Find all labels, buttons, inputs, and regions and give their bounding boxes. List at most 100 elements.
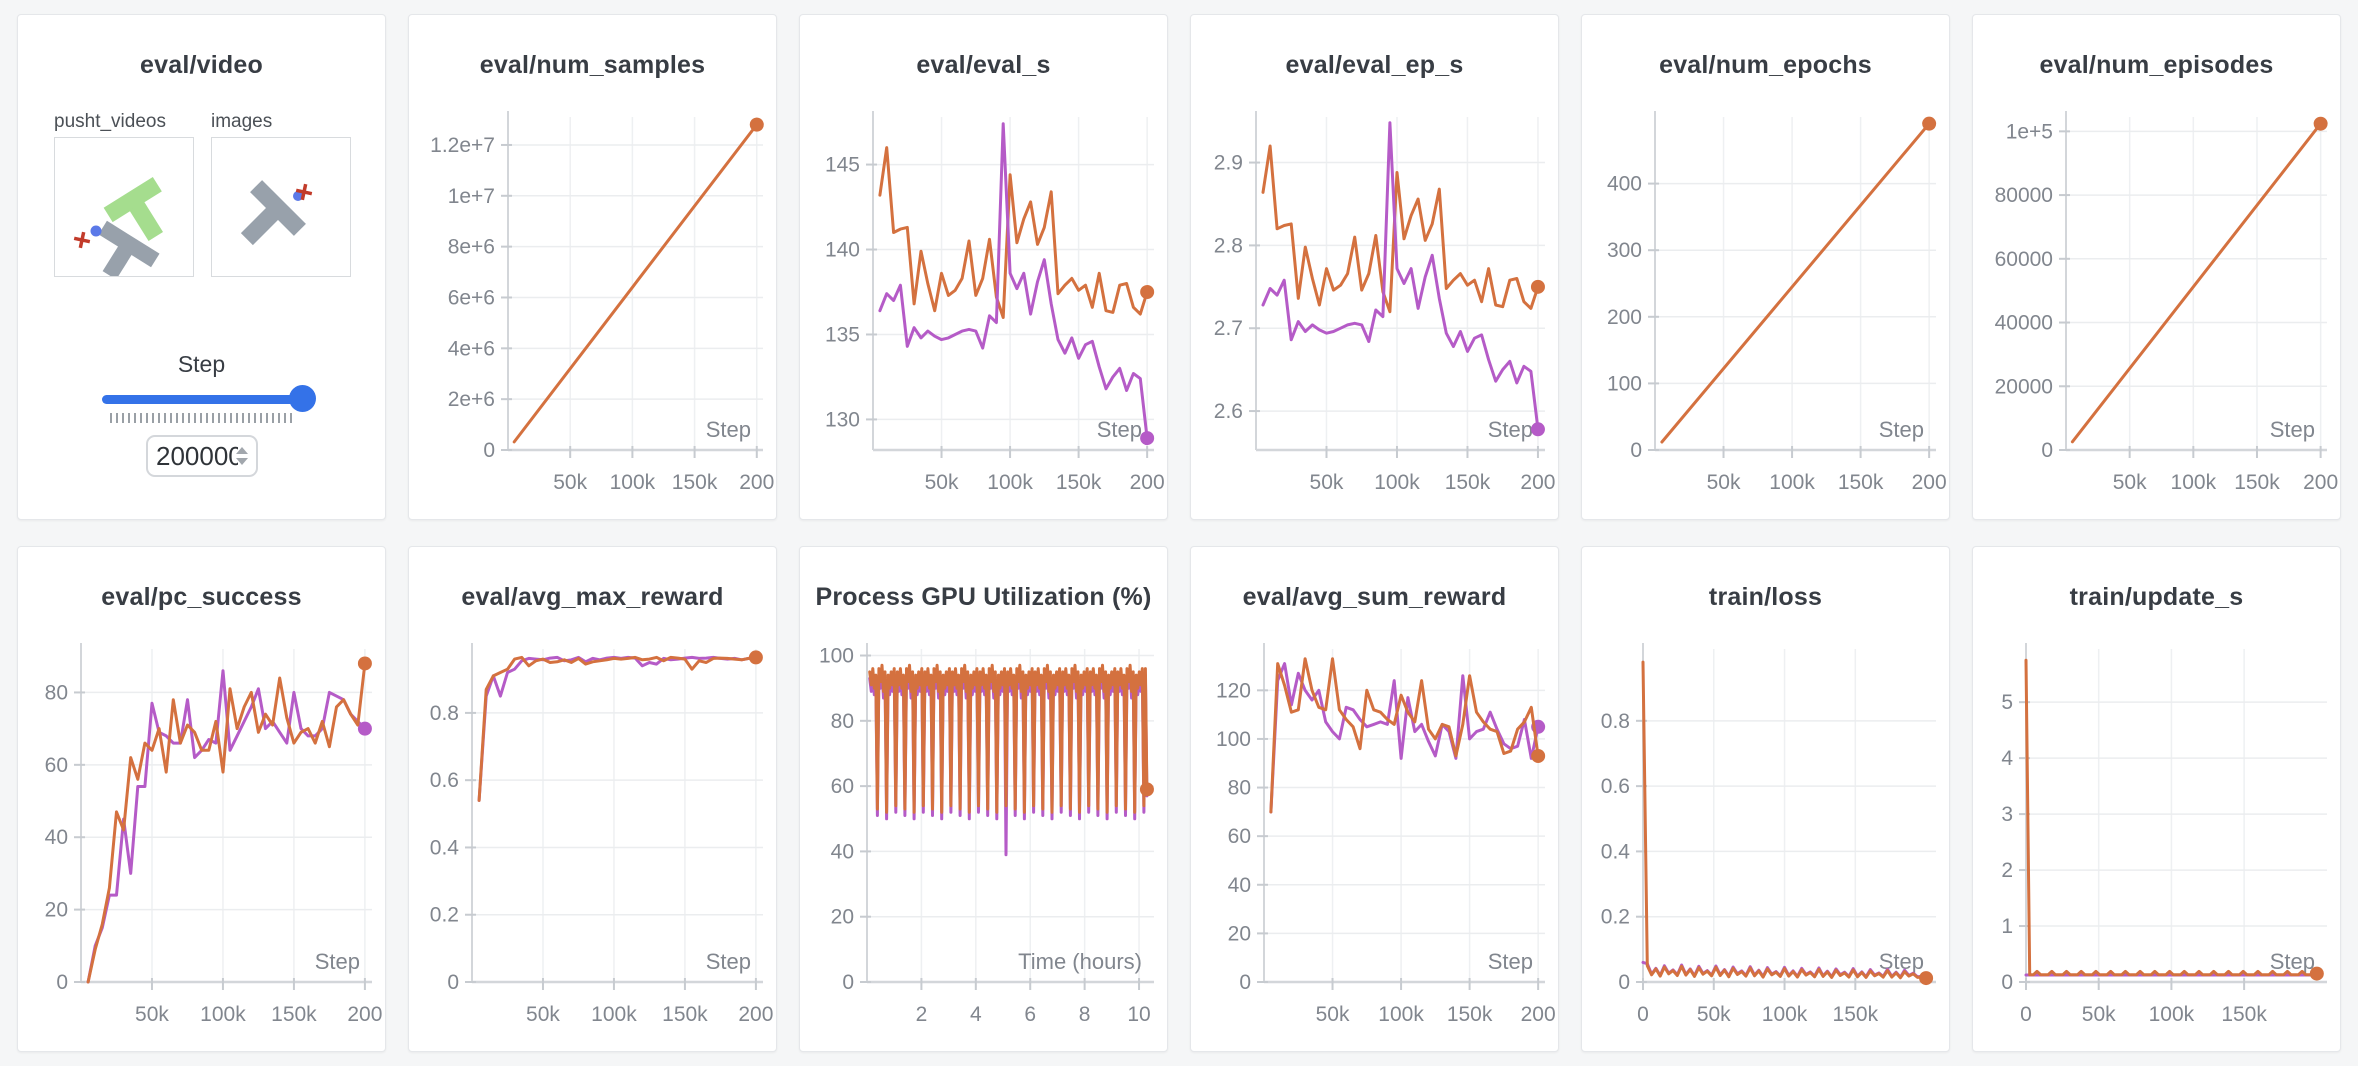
chart-title: eval/eval_ep_s <box>1285 51 1464 79</box>
panel-train-loss: train/loss 0 50k 100k 150k 0 0.2 0.4 0.6 0.8 Step <box>1581 546 1950 1052</box>
y-tick-label: 145 <box>825 154 860 177</box>
step-stepper[interactable] <box>236 447 248 465</box>
y-tick-label: 20 <box>1228 922 1251 945</box>
x-tick-label: 200 <box>1130 471 1165 494</box>
series-end-dot-run-orange <box>748 650 763 665</box>
x-axis-title: Step <box>2270 949 2315 974</box>
pusht-video-frame <box>73 176 163 280</box>
chart-svg[interactable]: 50k 100k 150k 200 0 2e+6 4e+6 6e+6 8e+6 1e+7 1.2e+… <box>410 101 777 516</box>
x-tick-label: 2 <box>916 1003 928 1026</box>
series-line-run-orange <box>512 123 759 444</box>
chart-svg[interactable]: 50k 100k 150k 200 130 135 140 145 Step <box>801 101 1168 516</box>
x-tick-label: 50k <box>1697 1003 1731 1026</box>
x-axis-title: Step <box>706 949 751 974</box>
pusht-target-cross <box>295 183 313 201</box>
panel-eval-avg-sum-reward: eval/avg_sum_reward 50k 100k 150k 200 0 20 40 6… <box>1190 546 1559 1052</box>
y-tick-label: 20000 <box>1995 375 2053 398</box>
y-tick-label: 0 <box>56 971 68 994</box>
step-slider-label: Step <box>177 351 226 377</box>
x-tick-label: 200 <box>1912 471 1947 494</box>
x-tick-label: 200 <box>347 1003 382 1026</box>
chart-area-process-gpu-utilization[interactable]: 2 4 6 8 10 0 20 40 60 80 100 Time (hours) <box>801 633 1168 1048</box>
step-slider-thumb[interactable] <box>289 385 316 412</box>
y-tick-label: 2.8 <box>1214 234 1243 257</box>
chart-title: eval/num_samples <box>479 51 706 79</box>
panel-eval-pc-success: eval/pc_success 50k 100k 150k 200 0 20 40 60 80 S… <box>17 546 386 1052</box>
chart-svg[interactable]: 50k 100k 150k 200 0 20 40 60 80 Step <box>19 633 386 1048</box>
chart-area-eval-pc-success[interactable]: 50k 100k 150k 200 0 20 40 60 80 Step <box>19 633 386 1048</box>
y-tick-label: 0 <box>842 971 854 994</box>
chart-svg[interactable]: 50k 100k 150k 200 2.6 2.7 2.8 2.9 Step <box>1192 101 1559 516</box>
series-end-dot-run-orange <box>1139 782 1154 797</box>
x-tick-label: 100k <box>591 1003 637 1026</box>
x-tick-label: 100k <box>1378 1003 1424 1026</box>
y-tick-label: 0.4 <box>1601 840 1631 863</box>
series-line-run-orange <box>1269 657 1540 814</box>
series-line-run-orange <box>1261 144 1540 314</box>
y-tick-label: 40 <box>45 826 68 849</box>
y-tick-label: 40000 <box>1995 312 2053 335</box>
y-tick-label: 0 <box>2001 971 2013 994</box>
chart-area-eval-num-epochs[interactable]: 50k 100k 150k 200 0 100 200 300 400 Step <box>1583 101 1950 516</box>
series-end-dot-run-orange <box>749 117 764 132</box>
chart-svg[interactable]: 50k 100k 150k 200 0 20 40 60 80 100 120 Step <box>1192 633 1559 1048</box>
chart-area-train-update-s[interactable]: 0 50k 100k 150k 0 1 2 3 4 5 Step <box>1974 633 2341 1048</box>
y-tick-label: 130 <box>825 408 860 431</box>
chart-area-eval-avg-max-reward[interactable]: 50k 100k 150k 200 0 0.2 0.4 0.6 0.8 Step <box>410 633 777 1048</box>
series-end-dot-run-orange <box>1919 971 1934 986</box>
series-line-run-orange <box>878 146 1149 319</box>
stepper-down-icon[interactable] <box>236 458 248 465</box>
chart-area-eval-num-samples[interactable]: 50k 100k 150k 200 0 2e+6 4e+6 6e+6 8e+6 1e+7 1.2e+… <box>410 101 777 516</box>
chart-area-eval-eval-ep-s[interactable]: 50k 100k 150k 200 2.6 2.7 2.8 2.9 Step <box>1192 101 1559 516</box>
x-tick-label: 100k <box>2171 471 2217 494</box>
series-line-run-orange <box>1660 122 1931 444</box>
pusht-target-cross <box>73 231 91 249</box>
x-tick-label: 150k <box>1838 471 1884 494</box>
x-tick-label: 100k <box>610 471 656 494</box>
chart-svg[interactable]: 50k 100k 150k 200 0 20000 40000 60000 80000 1e+5 S… <box>1974 101 2341 516</box>
y-tick-label: 20 <box>831 906 854 929</box>
y-tick-label: 135 <box>825 323 860 346</box>
chart-area-train-loss[interactable]: 0 50k 100k 150k 0 0.2 0.4 0.6 0.8 Step <box>1583 633 1950 1048</box>
y-tick-label: 0 <box>1630 439 1642 462</box>
x-axis-title: Step <box>1488 949 1533 974</box>
chart-area-eval-num-episodes[interactable]: 50k 100k 150k 200 0 20000 40000 60000 80000 1e+5 S… <box>1974 101 2341 516</box>
x-tick-label: 150k <box>1833 1003 1879 1026</box>
y-tick-label: 6e+6 <box>448 286 495 309</box>
step-slider-track[interactable] <box>102 395 302 404</box>
x-tick-label: 100k <box>1374 471 1420 494</box>
media-thumbnail-pusht-videos[interactable] <box>54 137 194 280</box>
step-number-input[interactable] <box>156 440 238 472</box>
y-tick-label: 0.8 <box>1601 710 1630 733</box>
chart-title: train/update_s <box>2069 583 2244 611</box>
y-tick-label: 80 <box>1228 777 1251 800</box>
y-tick-label: 5 <box>2001 691 2013 714</box>
y-tick-label: 120 <box>1216 679 1251 702</box>
series-line-run-orange <box>2070 122 2323 444</box>
x-tick-label: 50k <box>925 471 959 494</box>
y-tick-label: 80000 <box>1995 184 2053 207</box>
x-axis-title: Time (hours) <box>1018 949 1142 974</box>
x-tick-label: 200 <box>1521 1003 1556 1026</box>
stepper-up-icon[interactable] <box>236 447 248 454</box>
panel-train-update-s: train/update_s 0 50k 100k 150k 0 1 2 3 4 5 Step <box>1972 546 2341 1052</box>
x-tick-label: 50k <box>2082 1003 2116 1026</box>
chart-svg[interactable]: 0 50k 100k 150k 0 1 2 3 4 5 Step <box>1974 633 2341 1048</box>
x-axis-title: Step <box>1879 417 1924 442</box>
chart-title: Process GPU Utilization (%) <box>815 583 1152 611</box>
chart-svg[interactable]: 50k 100k 150k 200 0 0.2 0.4 0.6 0.8 Step <box>410 633 777 1048</box>
x-tick-label: 150k <box>1056 471 1102 494</box>
y-tick-label: 0.4 <box>430 836 460 859</box>
chart-svg[interactable]: 50k 100k 150k 200 0 100 200 300 400 Step <box>1583 101 1950 516</box>
chart-area-eval-avg-sum-reward[interactable]: 50k 100k 150k 200 0 20 40 60 80 100 120 Step <box>1192 633 1559 1048</box>
pusht-block-t-shape <box>98 220 160 280</box>
y-tick-label: 100 <box>819 645 854 668</box>
media-thumbnail-images[interactable] <box>211 137 351 277</box>
chart-area-eval-eval-s[interactable]: 50k 100k 150k 200 130 135 140 145 Step <box>801 101 1168 516</box>
series-line-run-purple <box>477 655 758 802</box>
x-axis-title: Step <box>1488 417 1533 442</box>
y-tick-label: 1.2e+7 <box>430 134 495 157</box>
y-tick-label: 2 <box>2001 859 2013 882</box>
